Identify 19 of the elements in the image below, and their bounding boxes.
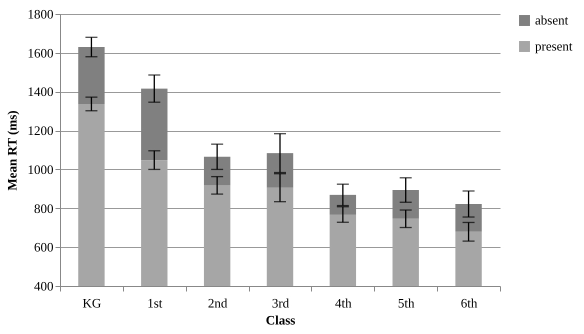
- x-tick-label: KG: [82, 296, 102, 310]
- x-tick-label: 6th: [460, 296, 478, 310]
- x-tick-label: 4th: [335, 296, 352, 310]
- y-tick-label: 1000: [28, 162, 54, 177]
- legend-label: present: [535, 38, 573, 54]
- y-tick-label: 400: [34, 278, 54, 294]
- y-tick-label: 1200: [28, 123, 54, 138]
- y-axis-title: Mean RT (ms): [4, 110, 20, 191]
- y-tick-label: 1600: [28, 45, 54, 60]
- x-tick-label: 3rd: [272, 296, 290, 310]
- y-tick-label: 1800: [28, 6, 54, 22]
- x-tick-label: 1st: [147, 296, 163, 310]
- x-tick-label: 5th: [398, 296, 416, 310]
- y-tick-label: 800: [34, 200, 54, 216]
- y-tick-label: 600: [34, 240, 54, 255]
- x-tick-label: 2nd: [208, 296, 228, 310]
- y-tick-label: 1400: [28, 84, 54, 100]
- legend-label: absent: [535, 12, 569, 28]
- x-axis-title: Class: [266, 312, 296, 328]
